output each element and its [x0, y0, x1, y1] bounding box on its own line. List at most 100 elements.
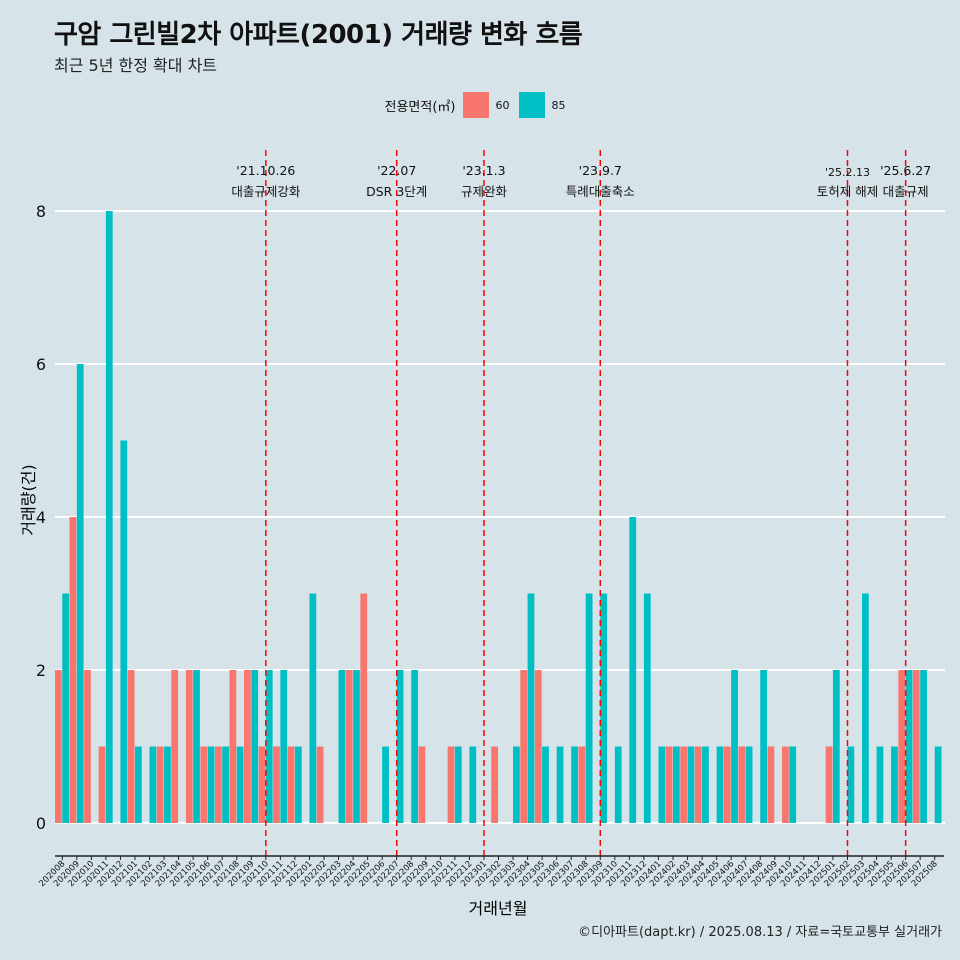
event-label-5: 대출규제	[883, 184, 929, 199]
bar-85-202407	[745, 746, 753, 823]
event-label-4: 토허제 해제	[817, 184, 878, 199]
bar-60-202101	[127, 670, 135, 823]
bar-60-202103	[156, 746, 164, 823]
bar-85-202401	[658, 746, 666, 823]
y-tick-label-6: 6	[36, 355, 46, 374]
bar-60-202403	[680, 746, 688, 823]
bar-60-202410	[782, 746, 789, 823]
bar-85-202107	[222, 746, 229, 823]
bar-60-202507	[912, 670, 920, 823]
bar-60-202112	[287, 746, 295, 823]
event-label-2: 규제완화	[461, 184, 508, 199]
bar-60-202106	[200, 746, 208, 823]
bar-85-202410	[789, 746, 797, 823]
bar-85-202106	[207, 746, 215, 823]
bar-85-202101	[134, 746, 142, 823]
bar-85-202504	[876, 746, 884, 823]
event-label-3: 특례대출축소	[566, 184, 635, 199]
bar-85-202306	[556, 746, 564, 823]
event-label-1: DSR 3단계	[366, 184, 427, 199]
bar-85-202506	[905, 670, 913, 823]
bar-60-202407	[738, 746, 746, 823]
bar-85-202203	[338, 670, 346, 823]
y-tick-label-0: 0	[36, 814, 46, 833]
bar-85-202009	[76, 364, 84, 823]
bar-60-202111	[273, 746, 280, 823]
bar-60-202011	[98, 746, 106, 823]
bar-85-202204	[353, 670, 360, 823]
bar-85-202402	[672, 746, 680, 823]
bar-85-202405	[716, 746, 724, 823]
bar-60-202404	[694, 746, 702, 823]
bar-85-202105	[193, 670, 200, 823]
grid-layer: 0 2 4 6 8	[36, 202, 945, 833]
bar-60-202506	[898, 670, 906, 823]
bar-85-202309	[600, 593, 608, 823]
chart-subtitle: 최근 5년 한정 확대 차트	[54, 56, 218, 75]
bar-85-202112	[294, 746, 302, 823]
bar-85-202404	[702, 746, 709, 823]
legend-label-60: 60	[495, 98, 510, 112]
bar-60-202402	[665, 746, 673, 823]
legend-key-85	[519, 92, 546, 118]
event-date-2: '23.1.3	[462, 163, 505, 178]
bar-60-202202	[316, 746, 324, 823]
legend-label-85: 85	[551, 98, 566, 112]
event-label-0: 대출규제강화	[231, 184, 301, 199]
bar-85-202103	[164, 746, 171, 823]
bar-85-202108	[236, 746, 244, 823]
event-date-4: '25.2.13	[825, 166, 870, 179]
bar-85-202304	[527, 593, 535, 823]
y-tick-label-2: 2	[36, 661, 46, 680]
legend: 전용면적(㎡) 60 85	[0, 92, 960, 118]
bar-85-202408	[760, 670, 768, 823]
bar-60-202105	[185, 670, 193, 823]
bar-85-202406	[731, 670, 738, 823]
bar-85-202109	[251, 670, 259, 823]
bar-60-202009	[69, 517, 77, 823]
event-date-5: '25.6.27	[880, 163, 931, 178]
bar-85-202502	[847, 746, 855, 823]
bar-85-202505	[891, 746, 898, 823]
legend-title: 전용면적(㎡)	[384, 99, 456, 115]
bar-60-202104	[171, 670, 179, 823]
bar-85-202508	[934, 746, 942, 823]
bar-60-202109	[244, 670, 251, 823]
bar-60-202008	[55, 670, 62, 823]
bar-85-202507	[920, 670, 927, 823]
bar-85-202212	[469, 746, 477, 823]
bar-60-202501	[825, 746, 833, 823]
bar-60-202204	[345, 670, 353, 823]
event-date-3: '23.9.7	[579, 163, 622, 178]
bar-60-202406	[723, 746, 731, 823]
bar-60-202110	[258, 746, 266, 823]
bar-85-202310	[614, 746, 622, 823]
bar-60-202107	[214, 746, 222, 823]
bar-60-202409	[767, 746, 775, 823]
event-layer: '21.10.26 대출규제강화 '22.07 DSR 3단계 '23.1.3 규제완화 '…	[231, 150, 931, 856]
x-axis-label: 거래년월	[469, 899, 528, 918]
bar-85-202012	[120, 440, 128, 823]
bar-85-202311	[629, 517, 637, 823]
bar-60-202305	[534, 670, 542, 823]
legend-key-60	[463, 92, 490, 118]
bar-85-202102	[149, 746, 157, 823]
bar-60-202308	[578, 746, 586, 823]
event-date-1: '22.07	[377, 163, 416, 178]
bar-layer	[55, 211, 942, 823]
source-caption: ©디아파트(dapt.kr) / 2025.08.13 / 자료=국토교통부 실…	[578, 925, 942, 940]
bar-85-202008	[62, 593, 70, 823]
bar-60-202211	[447, 746, 455, 823]
bar-60-202108	[229, 670, 237, 823]
bar-85-202307	[571, 746, 578, 823]
bar-60-202302	[491, 746, 498, 823]
axis-layer: 2020082020092020102020112020122021012021…	[37, 855, 944, 889]
bar-60-202205	[360, 593, 368, 823]
bar-85-202305	[542, 746, 549, 823]
bar-85-202208	[411, 670, 419, 823]
bar-85-202503	[862, 593, 869, 823]
y-tick-label-4: 4	[36, 508, 46, 527]
bar-85-202206	[382, 746, 389, 823]
bar-85-202111	[280, 670, 288, 823]
